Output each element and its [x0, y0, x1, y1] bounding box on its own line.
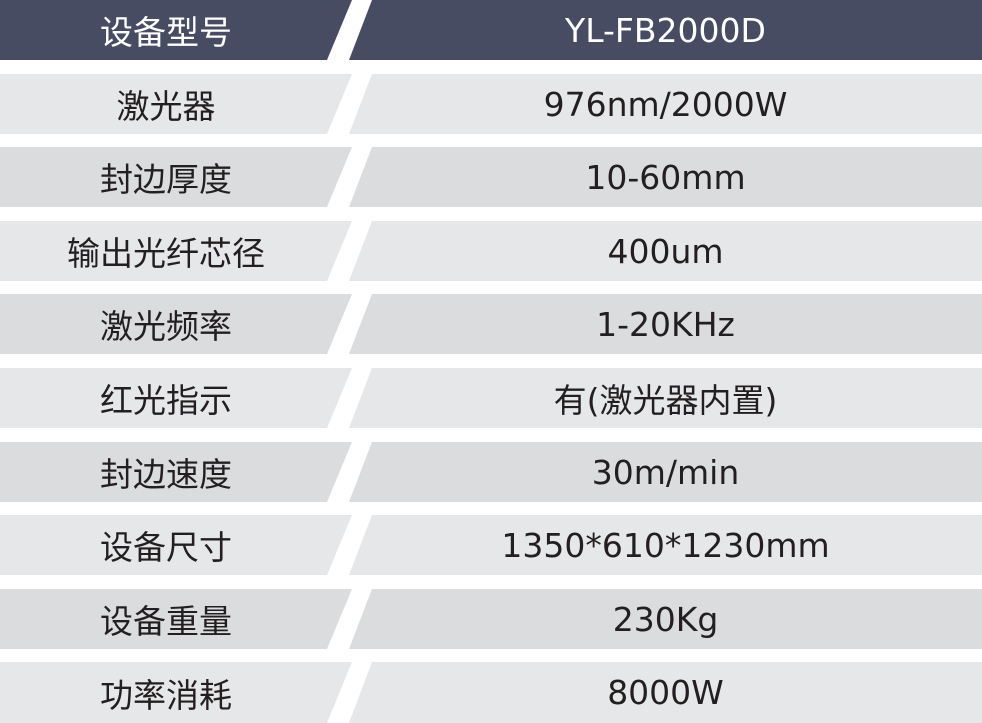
spec-label-cell: 设备型号	[0, 0, 352, 60]
spec-label: 封边厚度	[100, 160, 232, 199]
spec-row: 功率消耗 8000W	[0, 662, 982, 723]
spec-value: YL-FB2000D	[565, 10, 766, 50]
spec-label-cell: 激光频率	[0, 294, 352, 354]
spec-value-cell: 10-60mm	[349, 147, 982, 207]
spec-label: 输出光纤芯径	[67, 234, 265, 273]
spec-label-cell: 输出光纤芯径	[0, 221, 352, 281]
spec-header-row: 设备型号 YL-FB2000D	[0, 0, 982, 60]
spec-label: 激光频率	[100, 307, 232, 346]
spec-value: 230Kg	[612, 599, 719, 639]
spec-label-cell: 红光指示	[0, 368, 352, 428]
spec-label: 设备型号	[100, 13, 232, 52]
spec-row: 设备重量 230Kg	[0, 589, 982, 649]
spec-row: 封边速度 30m/min	[0, 442, 982, 502]
spec-value: 8000W	[607, 673, 724, 712]
spec-value-cell: 有(激光器内置)	[349, 368, 982, 428]
spec-value-cell: 230Kg	[349, 589, 982, 649]
spec-label-cell: 激光器	[0, 74, 352, 134]
spec-value: 有(激光器内置)	[553, 381, 778, 420]
spec-label-cell: 设备重量	[0, 589, 352, 649]
spec-label-cell: 设备尺寸	[0, 515, 352, 575]
spec-row: 输出光纤芯径 400um	[0, 221, 982, 281]
spec-label: 设备尺寸	[100, 528, 232, 567]
spec-label: 封边速度	[100, 455, 232, 494]
spec-row: 激光频率 1-20KHz	[0, 294, 982, 354]
spec-label-cell: 封边厚度	[0, 147, 352, 207]
spec-value: 400um	[607, 231, 724, 271]
spec-label-cell: 封边速度	[0, 442, 352, 502]
spec-label: 功率消耗	[100, 675, 232, 715]
spec-value-cell: YL-FB2000D	[349, 0, 982, 60]
spec-row: 红光指示 有(激光器内置)	[0, 368, 982, 428]
spec-value-cell: 976nm/2000W	[349, 74, 982, 134]
spec-value-cell: 400um	[349, 221, 982, 281]
spec-value-cell: 1-20KHz	[349, 294, 982, 354]
spec-value: 1350*610*1230mm	[501, 525, 830, 565]
spec-value-cell: 1350*610*1230mm	[349, 515, 982, 575]
spec-value: 1-20KHz	[596, 304, 735, 344]
spec-row: 激光器 976nm/2000W	[0, 74, 982, 134]
spec-value: 976nm/2000W	[543, 84, 788, 124]
spec-row: 设备尺寸 1350*610*1230mm	[0, 515, 982, 575]
spec-label: 红光指示	[100, 381, 232, 420]
spec-value-cell: 8000W	[349, 662, 982, 723]
spec-row: 封边厚度 10-60mm	[0, 147, 982, 207]
spec-value-cell: 30m/min	[349, 442, 982, 502]
spec-label: 激光器	[116, 87, 216, 126]
spec-value: 30m/min	[591, 452, 740, 492]
spec-label-cell: 功率消耗	[0, 662, 352, 723]
spec-label: 设备重量	[100, 602, 232, 641]
spec-value: 10-60mm	[585, 157, 746, 197]
